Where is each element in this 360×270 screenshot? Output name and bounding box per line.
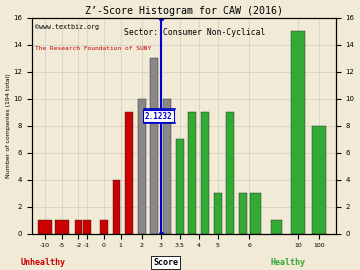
Text: The Research Foundation of SUNY: The Research Foundation of SUNY [35,46,151,51]
Bar [113,180,120,234]
Text: Sector: Consumer Non-Cyclical: Sector: Consumer Non-Cyclical [124,28,265,37]
Bar [271,220,283,234]
Bar [38,220,52,234]
Bar [100,220,108,234]
Text: Healthy: Healthy [270,258,306,267]
Bar [239,193,247,234]
Bar [83,220,91,234]
Bar [55,220,68,234]
Bar [176,139,184,234]
Text: Unhealthy: Unhealthy [21,258,66,267]
Title: Z’-Score Histogram for CAW (2016): Z’-Score Histogram for CAW (2016) [85,6,283,16]
Bar [75,220,82,234]
Bar [150,58,158,234]
Bar [214,193,221,234]
Bar [201,112,209,234]
Text: 2.1232: 2.1232 [144,112,172,121]
Text: ©www.textbiz.org: ©www.textbiz.org [35,24,99,30]
Bar [226,112,234,234]
Bar [291,31,305,234]
Bar [138,99,145,234]
Bar [250,193,261,234]
Bar [188,112,196,234]
Text: Score: Score [153,258,178,267]
Y-axis label: Number of companies (194 total): Number of companies (194 total) [5,73,10,178]
Bar [125,112,133,234]
Bar [312,126,326,234]
Bar [163,99,171,234]
